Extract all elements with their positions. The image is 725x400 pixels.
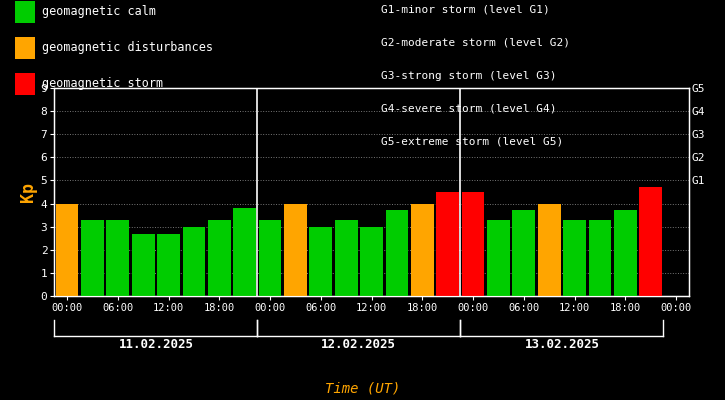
Text: G1-minor storm (level G1): G1-minor storm (level G1) (381, 5, 550, 15)
Text: 13.02.2025: 13.02.2025 (524, 338, 600, 351)
Bar (639, 187, 662, 296)
Bar (132, 234, 154, 296)
Text: geomagnetic storm: geomagnetic storm (42, 78, 163, 90)
Text: 12.02.2025: 12.02.2025 (321, 338, 397, 351)
Bar (563, 220, 586, 296)
Bar (310, 227, 332, 296)
Text: Time (UT): Time (UT) (325, 382, 400, 396)
Text: 11.02.2025: 11.02.2025 (118, 338, 194, 351)
Text: geomagnetic calm: geomagnetic calm (42, 6, 156, 18)
Text: G4-severe storm (level G4): G4-severe storm (level G4) (381, 104, 556, 114)
Text: G5-extreme storm (level G5): G5-extreme storm (level G5) (381, 136, 563, 146)
Bar (386, 210, 408, 296)
Bar (284, 204, 307, 296)
Bar (538, 204, 560, 296)
Text: geomagnetic disturbances: geomagnetic disturbances (42, 42, 213, 54)
Y-axis label: Kp: Kp (19, 182, 36, 202)
Bar (589, 220, 611, 296)
Bar (335, 220, 357, 296)
Bar (462, 192, 484, 296)
Bar (513, 210, 535, 296)
Bar (157, 234, 180, 296)
Bar (81, 220, 104, 296)
Bar (233, 208, 256, 296)
Bar (259, 220, 281, 296)
Text: G3-strong storm (level G3): G3-strong storm (level G3) (381, 70, 556, 81)
Bar (107, 220, 129, 296)
Bar (411, 204, 434, 296)
Bar (487, 220, 510, 296)
Bar (56, 204, 78, 296)
Bar (183, 227, 205, 296)
Bar (208, 220, 231, 296)
Bar (360, 227, 383, 296)
Bar (436, 192, 459, 296)
Bar (614, 210, 637, 296)
Text: G2-moderate storm (level G2): G2-moderate storm (level G2) (381, 38, 570, 48)
